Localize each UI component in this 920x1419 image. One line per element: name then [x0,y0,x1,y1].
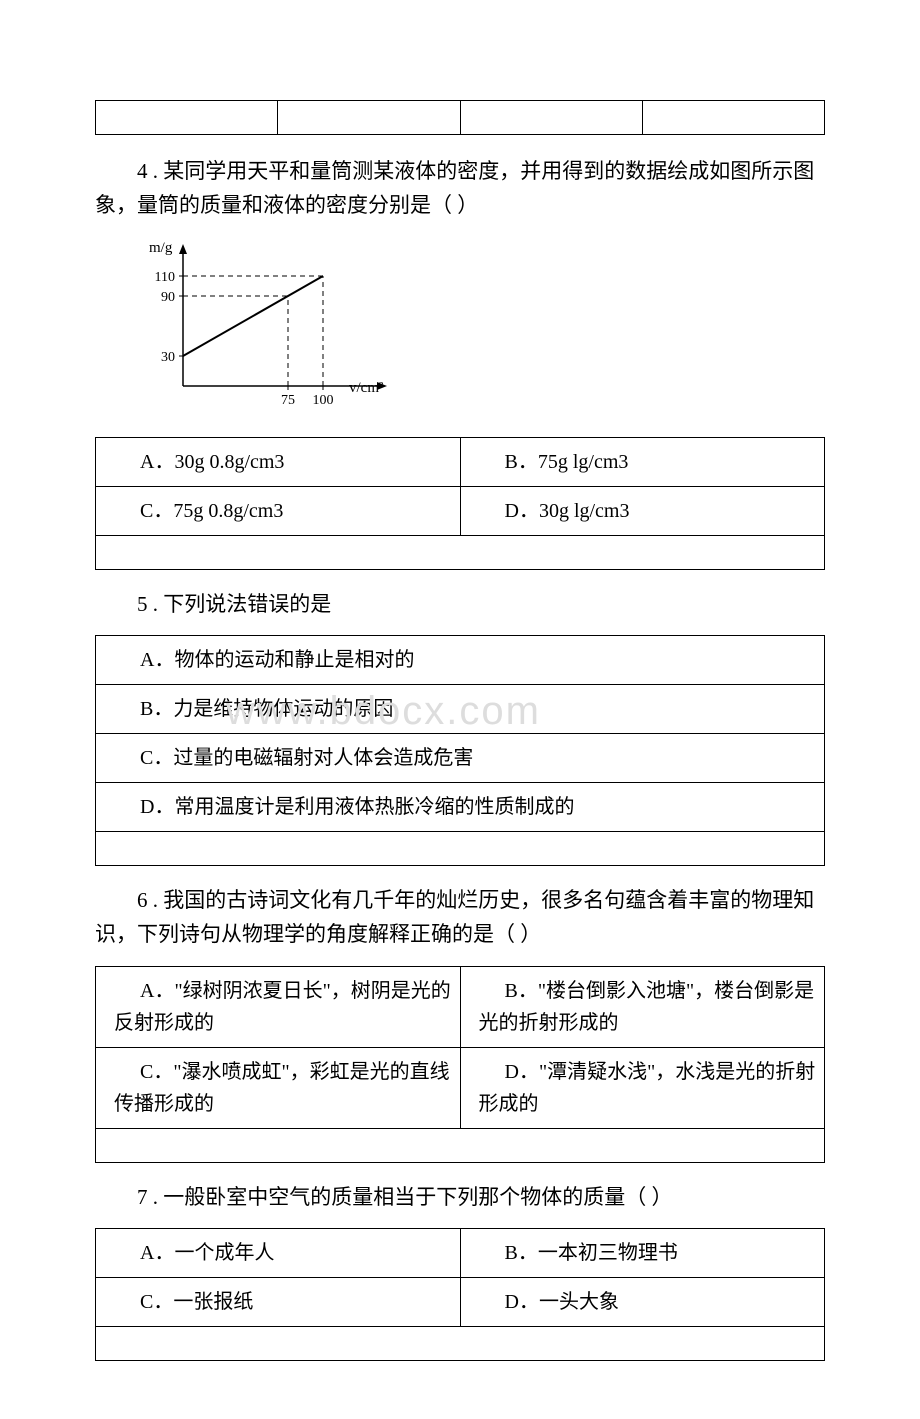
svg-text:110: 110 [155,270,175,285]
blank-cell [460,101,642,135]
q4-chart-svg: m/g v/cm³ 30 90 110 75 100 [135,236,395,416]
q4-option-a[interactable]: A．30g 0.8g/cm3 [96,437,461,486]
q5-options-table: A．物体的运动和静止是相对的 B．力是维持物体运动的原因 www.bdocx.c… [95,635,825,866]
blank-cell [278,101,460,135]
q4-option-c[interactable]: C．75g 0.8g/cm3 [96,486,461,535]
q6-option-a[interactable]: A．"绿树阴浓夏日长"，树阴是光的反射形成的 [96,966,461,1047]
svg-text:90: 90 [161,290,175,305]
blank-cell [642,101,824,135]
q4-blank-row [96,535,825,569]
q4-option-b[interactable]: B．75g lg/cm3 [460,437,825,486]
q6-options-table: A．"绿树阴浓夏日长"，树阴是光的反射形成的 B．"楼台倒影入池塘"，楼台倒影是… [95,966,825,1163]
q4-text: 4 . 某同学用天平和量筒测某液体的密度，并用得到的数据绘成如图所示图象，量筒的… [95,155,825,222]
q6-blank-row [96,1128,825,1162]
q6-option-b[interactable]: B．"楼台倒影入池塘"，楼台倒影是光的折射形成的 [460,966,825,1047]
blank-cell [96,101,278,135]
q7-option-d[interactable]: D．一头大象 [460,1278,825,1327]
q5-option-d[interactable]: D．常用温度计是利用液体热胀冷缩的性质制成的 [96,783,825,832]
q7-option-a[interactable]: A．一个成年人 [96,1229,461,1278]
q5-option-b[interactable]: B．力是维持物体运动的原因 www.bdocx.com [96,685,825,734]
q4-options-table: A．30g 0.8g/cm3 B．75g lg/cm3 C．75g 0.8g/c… [95,437,825,570]
q4-chart: m/g v/cm³ 30 90 110 75 100 [135,236,825,427]
q4-option-d[interactable]: D．30g lg/cm3 [460,486,825,535]
svg-text:m/g: m/g [149,240,173,256]
prev-question-blank-table [95,100,825,135]
svg-text:75: 75 [281,393,295,408]
q7-text: 7 . 一般卧室中空气的质量相当于下列那个物体的质量（ ） [95,1181,825,1215]
q6-option-c[interactable]: C．"瀑水喷成虹"，彩虹是光的直线传播形成的 [96,1047,461,1128]
q7-options-table: A．一个成年人 B．一本初三物理书 C．一张报纸 D．一头大象 [95,1228,825,1361]
q5-option-c[interactable]: C．过量的电磁辐射对人体会造成危害 [96,734,825,783]
svg-text:v/cm³: v/cm³ [349,380,384,396]
q5-blank-row [96,832,825,866]
q7-blank-row [96,1327,825,1361]
q5-text: 5 . 下列说法错误的是 [95,588,825,622]
q7-option-b[interactable]: B．一本初三物理书 [460,1229,825,1278]
svg-text:100: 100 [313,393,334,408]
q6-option-d[interactable]: D．"潭清疑水浅"，水浅是光的折射形成的 [460,1047,825,1128]
q5-option-a[interactable]: A．物体的运动和静止是相对的 [96,636,825,685]
q6-text: 6 . 我国的古诗词文化有几千年的灿烂历史，很多名句蕴含着丰富的物理知识，下列诗… [95,884,825,951]
svg-text:30: 30 [161,350,175,365]
q7-option-c[interactable]: C．一张报纸 [96,1278,461,1327]
q5-option-b-text: B．力是维持物体运动的原因 [140,698,393,720]
